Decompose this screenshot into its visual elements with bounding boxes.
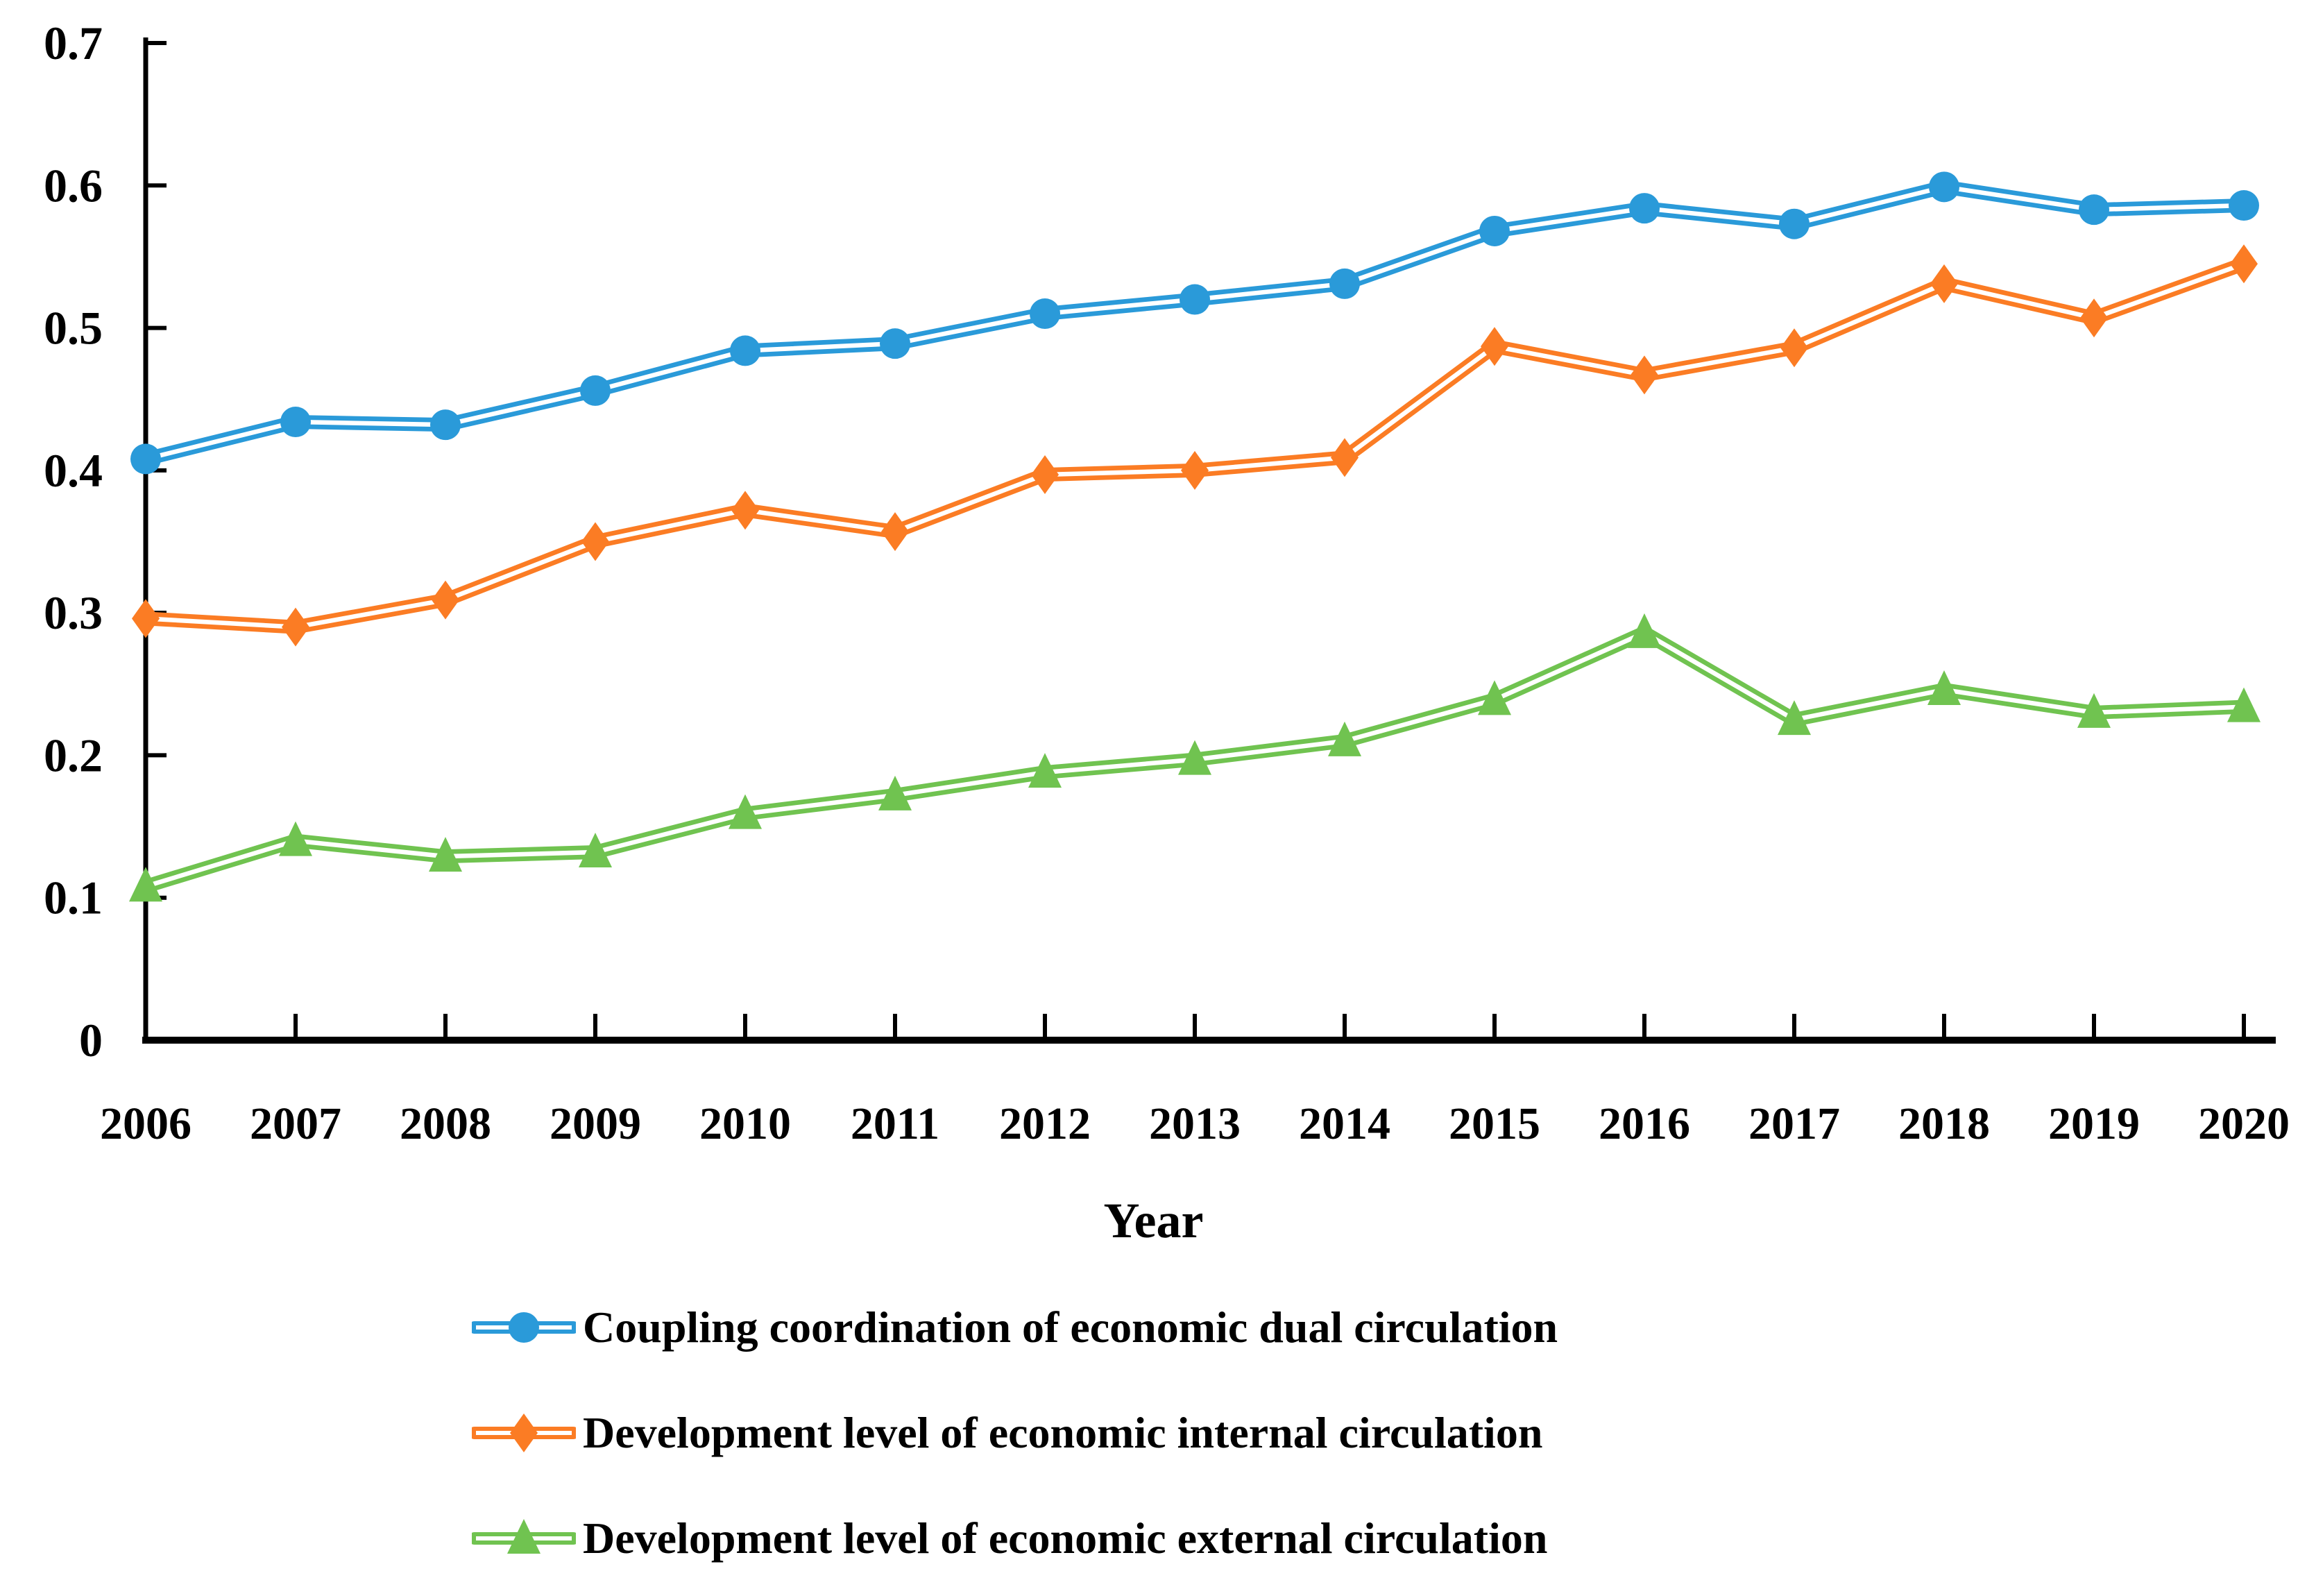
data-point-diamond — [432, 580, 459, 620]
data-point-triangle — [729, 794, 762, 829]
data-point-diamond — [1481, 327, 1508, 366]
data-point-diamond — [1031, 455, 1059, 495]
series-diamond — [132, 244, 2258, 647]
legend-label: Development level of economic external c… — [583, 1513, 1548, 1563]
x-tick-label: 2006 — [100, 1098, 191, 1149]
data-point-circle — [730, 335, 760, 366]
data-point-triangle — [1328, 721, 1361, 756]
legend-item-internal: Development level of economic internal c… — [472, 1408, 1558, 1457]
data-point-circle — [509, 1312, 539, 1343]
data-point-circle — [280, 407, 311, 438]
series-line-core — [143, 261, 2247, 629]
data-point-circle — [1629, 193, 1660, 224]
x-tick-label: 2007 — [250, 1098, 341, 1149]
series-line-outer — [139, 180, 2251, 466]
data-point-circle — [2079, 194, 2109, 226]
data-point-circle — [2229, 190, 2259, 221]
data-point-diamond — [282, 607, 309, 647]
series-circle — [130, 171, 2259, 475]
x-tick-label: 2008 — [400, 1098, 491, 1149]
legend-label: Coupling coordination of economic dual c… — [583, 1302, 1558, 1352]
data-point-circle — [1929, 171, 1959, 203]
data-point-diamond — [881, 512, 909, 552]
data-point-triangle — [2077, 693, 2111, 728]
series-line-outer — [139, 257, 2251, 634]
y-tick-label: 0.3 — [44, 586, 103, 639]
x-axis-title: Year — [1103, 1193, 1204, 1248]
data-point-triangle — [1927, 670, 1961, 705]
data-point-triangle — [129, 867, 162, 902]
x-tick-label: 2016 — [1599, 1098, 1690, 1149]
x-tick-label: 2010 — [699, 1098, 791, 1149]
data-point-triangle — [1178, 740, 1211, 775]
data-point-diamond — [1331, 438, 1359, 477]
y-tick-label: 0.7 — [44, 17, 103, 69]
x-tick-label: 2014 — [1299, 1098, 1390, 1149]
data-point-circle — [1479, 215, 1510, 246]
data-point-diamond — [1181, 450, 1209, 490]
x-tick-label: 2013 — [1149, 1098, 1241, 1149]
x-tick-label: 2009 — [550, 1098, 641, 1149]
x-tick-label: 2017 — [1748, 1098, 1840, 1149]
data-point-circle — [580, 375, 611, 406]
data-point-diamond — [2080, 298, 2108, 338]
series-triangle — [129, 613, 2261, 902]
data-point-triangle — [507, 1519, 540, 1554]
data-point-diamond — [1930, 264, 1958, 303]
data-point-circle — [130, 443, 161, 475]
legend-marker-circle-icon — [472, 1312, 576, 1343]
data-point-triangle — [1028, 753, 1062, 788]
legend-marker-triangle-icon — [472, 1519, 576, 1554]
data-point-triangle — [878, 775, 912, 810]
y-tick-label: 0.6 — [44, 159, 103, 212]
data-point-diamond — [510, 1414, 538, 1452]
y-tick-label: 0.5 — [44, 302, 103, 355]
data-point-circle — [1030, 298, 1060, 330]
data-point-diamond — [1631, 355, 1658, 395]
data-point-triangle — [429, 837, 462, 872]
data-point-circle — [1779, 208, 1810, 239]
x-tick-label: 2011 — [851, 1098, 939, 1149]
data-point-diamond — [731, 491, 759, 530]
data-point-circle — [430, 409, 461, 441]
data-point-diamond — [581, 522, 609, 561]
data-point-diamond — [1780, 328, 1808, 368]
y-tick-label: 0.2 — [44, 729, 103, 781]
data-point-circle — [1180, 284, 1210, 315]
data-point-circle — [880, 328, 910, 359]
data-point-triangle — [1478, 680, 1511, 715]
legend: Coupling coordination of economic dual c… — [472, 1302, 1558, 1563]
x-tick-label: 2012 — [999, 1098, 1091, 1149]
data-point-triangle — [579, 833, 612, 868]
y-tick-label: 0.4 — [44, 444, 103, 497]
data-point-triangle — [1628, 613, 1661, 648]
data-point-triangle — [2227, 687, 2261, 722]
x-tick-label: 2015 — [1449, 1098, 1540, 1149]
data-point-diamond — [2230, 244, 2258, 284]
legend-item-external: Development level of economic external c… — [472, 1513, 1558, 1563]
legend-label: Development level of economic internal c… — [583, 1408, 1543, 1457]
data-point-diamond — [132, 599, 160, 638]
plot-area: 0 0.1 0.2 0.3 0.4 0.5 0.6 0.7 2006 2007 2008 2009 20… — [44, 17, 2290, 1149]
x-tick-label: 2020 — [2198, 1098, 2290, 1149]
data-point-triangle — [1778, 700, 1811, 736]
x-tick-label: 2018 — [1898, 1098, 1990, 1149]
data-point-circle — [1329, 268, 1360, 299]
y-tick-label: 0 — [79, 1014, 103, 1067]
legend-marker-diamond-icon — [472, 1414, 576, 1452]
legend-item-coupling: Coupling coordination of economic dual c… — [472, 1302, 1558, 1352]
y-tick-label: 0.1 — [44, 872, 103, 924]
x-tick-label: 2019 — [2048, 1098, 2140, 1149]
data-point-triangle — [279, 821, 312, 856]
